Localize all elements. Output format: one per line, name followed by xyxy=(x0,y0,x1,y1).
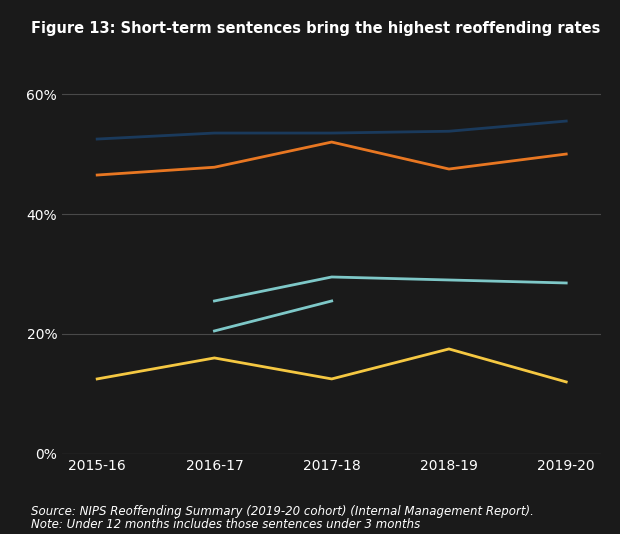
Text: Note: Under 12 months includes those sentences under 3 months: Note: Under 12 months includes those sen… xyxy=(31,518,420,531)
Text: Figure 13: Short-term sentences bring the highest reoffending rates: Figure 13: Short-term sentences bring th… xyxy=(31,21,600,36)
Text: Source: NIPS Reoffending Summary (2019-20 cohort) (Internal Management Report).: Source: NIPS Reoffending Summary (2019-2… xyxy=(31,505,534,517)
